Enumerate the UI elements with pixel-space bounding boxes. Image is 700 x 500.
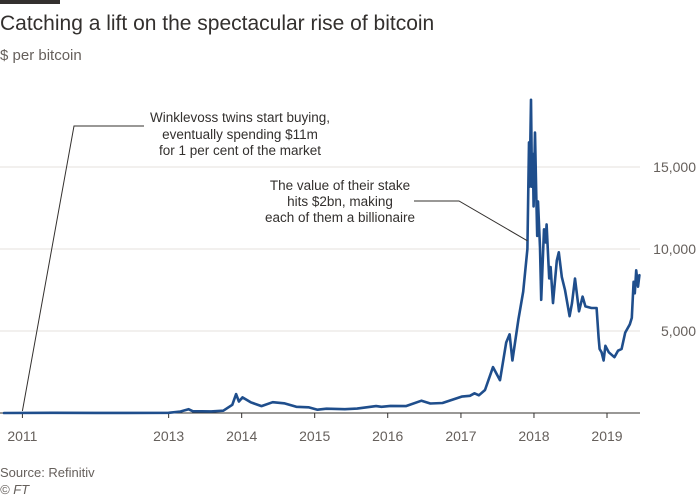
annotation-2-text: The value of their stake [270,178,410,193]
x-tick-label: 2011 [7,428,37,444]
x-tick-label: 2017 [445,428,476,444]
x-tick-label: 2016 [372,428,403,444]
series-layer [2,98,641,415]
annotation-1-text: Winklevoss twins start buying, [150,110,330,125]
x-tick-label: 2015 [299,428,330,444]
annotation-2-text: hits $2bn, making [287,194,393,209]
y-tick-label: 15,000 [653,159,696,175]
y-tick-label: 5,000 [661,323,696,339]
x-tick-label: 2019 [591,428,622,444]
x-axis-ticks: 2011 2013 2014 2015 2016 2017 2018 2019 [0,412,640,444]
source-note: Source: Refinitiv [0,465,95,480]
x-tick-label: 2018 [518,428,549,444]
y-axis-ticks: 5,000 10,000 15,000 [653,159,696,339]
price-line [2,98,641,415]
brand-bar [0,0,60,4]
annotation-2-leader [414,200,528,242]
credit-note: © FT [0,482,30,497]
chart-title: Catching a lift on the spectacular rise … [0,12,435,35]
y-tick-label: 10,000 [653,241,696,257]
annotations: Winklevoss twins start buying, eventually… [21,110,528,412]
chart-subtitle: $ per bitcoin [0,47,82,64]
annotation-1-text: for 1 per cent of the market [159,143,321,158]
annotation-2-text: each of them a billionaire [265,210,415,225]
x-tick-label: 2013 [153,428,184,444]
annotation-1-leader [21,125,144,412]
x-tick-label: 2014 [226,428,257,444]
annotation-1-text: eventually spending $11m [162,127,318,142]
